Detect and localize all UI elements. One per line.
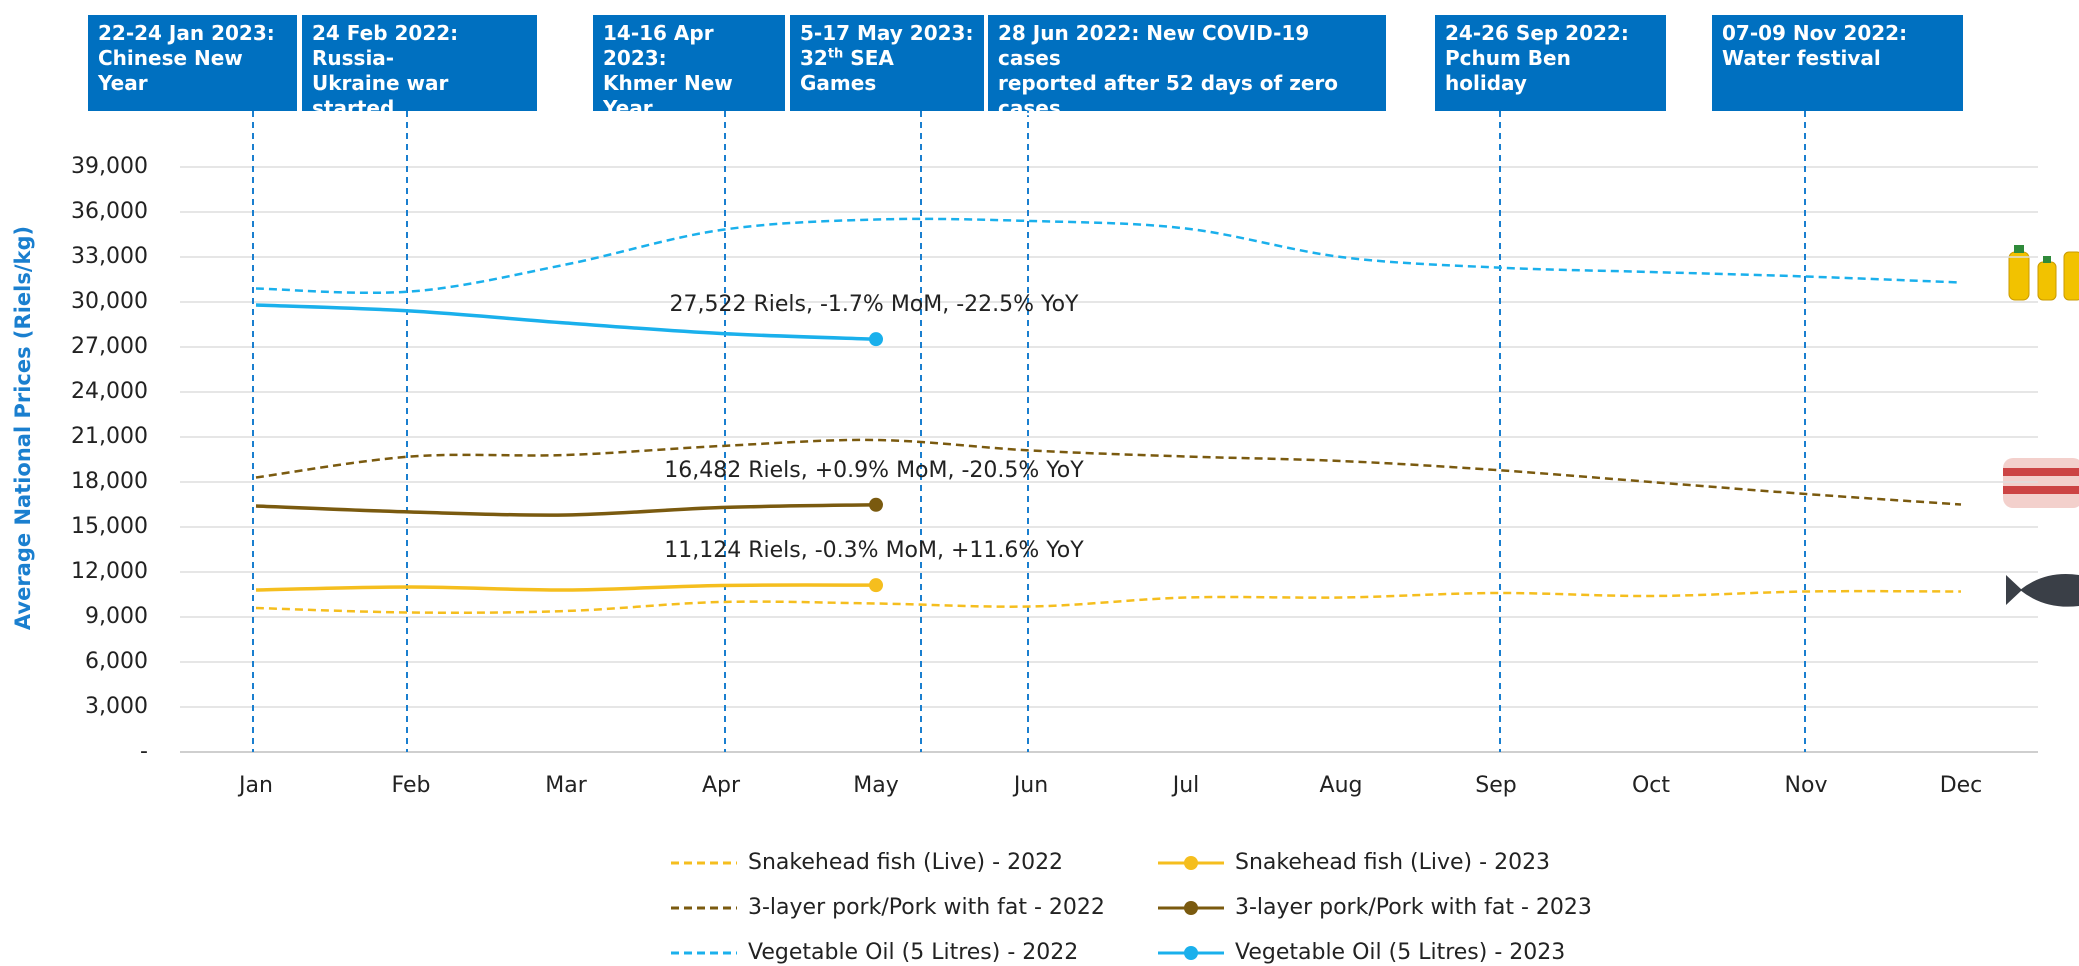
y-tick-label: 3,000 <box>85 694 148 719</box>
pork-icon <box>2003 458 2079 508</box>
point-marker <box>869 498 883 512</box>
legend-marker <box>1184 946 1198 960</box>
y-tick-label: 39,000 <box>71 154 148 179</box>
data-label: 11,124 Riels, -0.3% MoM, +11.6% YoY <box>664 538 1084 563</box>
event-box: 07-09 Nov 2022:Water festival <box>1712 15 1963 111</box>
event-text: 07-09 Nov 2022: <box>1722 21 1953 46</box>
series-line <box>256 440 1961 505</box>
y-tick-label: 18,000 <box>71 469 148 494</box>
x-tick-label: May <box>853 773 898 798</box>
y-tick-label: 30,000 <box>71 289 148 314</box>
event-body: Ukraine war started <box>312 71 527 121</box>
event-text: Khmer New Year <box>603 71 733 120</box>
y-tick-label: 27,000 <box>71 334 148 359</box>
legend-label: Snakehead fish (Live) - 2022 <box>748 850 1063 875</box>
event-text: th <box>828 46 843 61</box>
x-tick-label: Jul <box>1171 773 1200 798</box>
event-text: 28 Jun 2022: New COVID-19 cases <box>998 21 1376 71</box>
x-tick-label: Oct <box>1632 773 1670 798</box>
event-box: 22-24 Jan 2023:Chinese New Year <box>88 15 297 111</box>
event-box: 24-26 Sep 2022:Pchum Ben holiday <box>1435 15 1666 111</box>
event-body: Water festival <box>1722 46 1953 71</box>
event-box: 5-17 May 2023:32th SEA Games <box>790 15 984 111</box>
point-marker <box>869 578 883 592</box>
event-text: 22-24 Jan 2023: <box>98 21 287 46</box>
y-tick-label: 36,000 <box>71 199 148 224</box>
y-tick-label: 33,000 <box>71 244 148 269</box>
legend-label: 3-layer pork/Pork with fat - 2022 <box>748 895 1105 920</box>
y-axis-label: Average National Prices (Riels/kg) <box>11 226 35 630</box>
y-tick-label: 6,000 <box>85 649 148 674</box>
event-text: 32 <box>800 46 828 70</box>
event-body: reported after 52 days of zero cases <box>998 71 1376 121</box>
x-tick-label: Aug <box>1320 773 1363 798</box>
x-tick-label: Apr <box>702 773 741 798</box>
event-body: Pchum Ben holiday <box>1445 46 1656 96</box>
event-body: Chinese New Year <box>98 46 287 96</box>
event-body: Khmer New Year <box>603 71 775 121</box>
legend-marker <box>1184 856 1198 870</box>
y-tick-label: - <box>140 739 148 764</box>
event-text: 5-17 May 2023: <box>800 21 974 46</box>
series-line <box>256 219 1961 293</box>
x-tick-label: Sep <box>1475 773 1516 798</box>
series-line <box>256 505 876 515</box>
x-tick-label: Jan <box>237 773 273 798</box>
point-marker <box>869 332 883 346</box>
fish-icon <box>2006 574 2079 607</box>
event-text: Chinese New Year <box>98 46 243 95</box>
legend-label: Vegetable Oil (5 Litres) - 2022 <box>748 940 1078 965</box>
series-line <box>256 585 876 590</box>
x-tick-label: Nov <box>1785 773 1828 798</box>
page: Average National Prices (Riels/kg) - 3,00… <box>0 0 2079 966</box>
event-text: 14-16 Apr 2023: <box>603 21 775 71</box>
event-text: Pchum Ben holiday <box>1445 46 1571 95</box>
x-tick-label: Feb <box>392 773 431 798</box>
data-label: 27,522 Riels, -1.7% MoM, -22.5% YoY <box>670 292 1079 317</box>
event-text: Water festival <box>1722 46 1881 70</box>
x-tick-label: Mar <box>545 773 587 798</box>
y-tick-label: 24,000 <box>71 379 148 404</box>
x-tick-label: Jun <box>1012 773 1048 798</box>
legend-label: Snakehead fish (Live) - 2023 <box>1235 850 1550 875</box>
oil-icon <box>2009 245 2079 300</box>
data-label: 16,482 Riels, +0.9% MoM, -20.5% YoY <box>664 458 1084 483</box>
event-body: 32th SEA Games <box>800 46 974 96</box>
event-text: reported after 52 days of zero cases <box>998 71 1338 120</box>
y-tick-label: 21,000 <box>71 424 148 449</box>
legend-label: Vegetable Oil (5 Litres) - 2023 <box>1235 940 1565 965</box>
series-line <box>256 591 1961 613</box>
event-text: Ukraine war started <box>312 71 448 120</box>
legend-marker <box>1184 901 1198 915</box>
y-tick-label: 12,000 <box>71 559 148 584</box>
event-box: 24 Feb 2022: Russia-Ukraine war started <box>302 15 537 111</box>
chart: Average National Prices (Riels/kg) - 3,00… <box>0 0 2079 966</box>
legend-label: 3-layer pork/Pork with fat - 2023 <box>1235 895 1592 920</box>
x-tick-label: Dec <box>1940 773 1983 798</box>
event-box: 14-16 Apr 2023:Khmer New Year <box>593 15 785 111</box>
y-tick-label: 9,000 <box>85 604 148 629</box>
y-tick-label: 15,000 <box>71 514 148 539</box>
event-text: 24-26 Sep 2022: <box>1445 21 1656 46</box>
event-text: 24 Feb 2022: Russia- <box>312 21 527 71</box>
